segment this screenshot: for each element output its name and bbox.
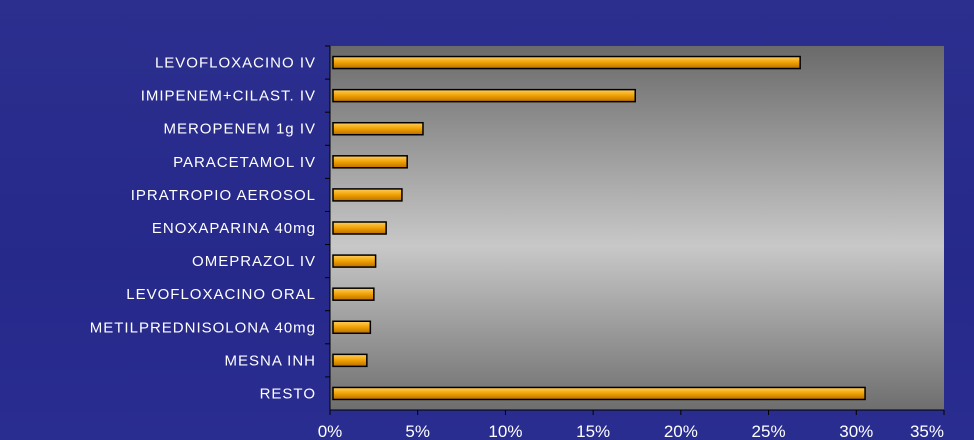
bar — [332, 221, 387, 235]
category-label: METILPREDNISOLONA 40mg — [90, 319, 316, 336]
category-label: OMEPRAZOL IV — [192, 253, 316, 270]
bar — [332, 88, 636, 103]
x-tick-label: 0% — [318, 422, 343, 440]
x-tick-label: 20% — [664, 422, 698, 440]
bar — [332, 121, 424, 136]
bar — [332, 386, 866, 401]
category-label: LEVOFLOXACINO IV — [155, 55, 316, 72]
category-label: IPRATROPIO AEROSOL — [131, 187, 316, 204]
bar — [332, 287, 375, 301]
x-tick-label: 15% — [576, 422, 610, 440]
category-label: PARACETAMOL IV — [173, 154, 316, 171]
bar — [332, 55, 801, 70]
bar — [332, 155, 408, 169]
category-label: RESTO — [260, 385, 316, 402]
category-label: IMIPENEM+CILAST. IV — [141, 88, 316, 105]
bar — [332, 254, 377, 268]
category-label: ENOXAPARINA 40mg — [152, 220, 316, 237]
category-label: MESNA INH — [224, 352, 316, 369]
x-tick-label: 25% — [752, 422, 786, 440]
x-tick-label: 35% — [910, 422, 944, 440]
bar — [332, 353, 368, 368]
x-tick-label: 30% — [839, 422, 873, 440]
x-tick-label: 10% — [488, 422, 522, 440]
bar — [332, 320, 372, 335]
category-label: MEROPENEM 1g IV — [163, 121, 316, 138]
plot-area — [330, 46, 944, 410]
x-tick-label: 5% — [405, 422, 430, 440]
bar — [332, 188, 403, 202]
category-label: LEVOFLOXACINO ORAL — [126, 286, 316, 303]
